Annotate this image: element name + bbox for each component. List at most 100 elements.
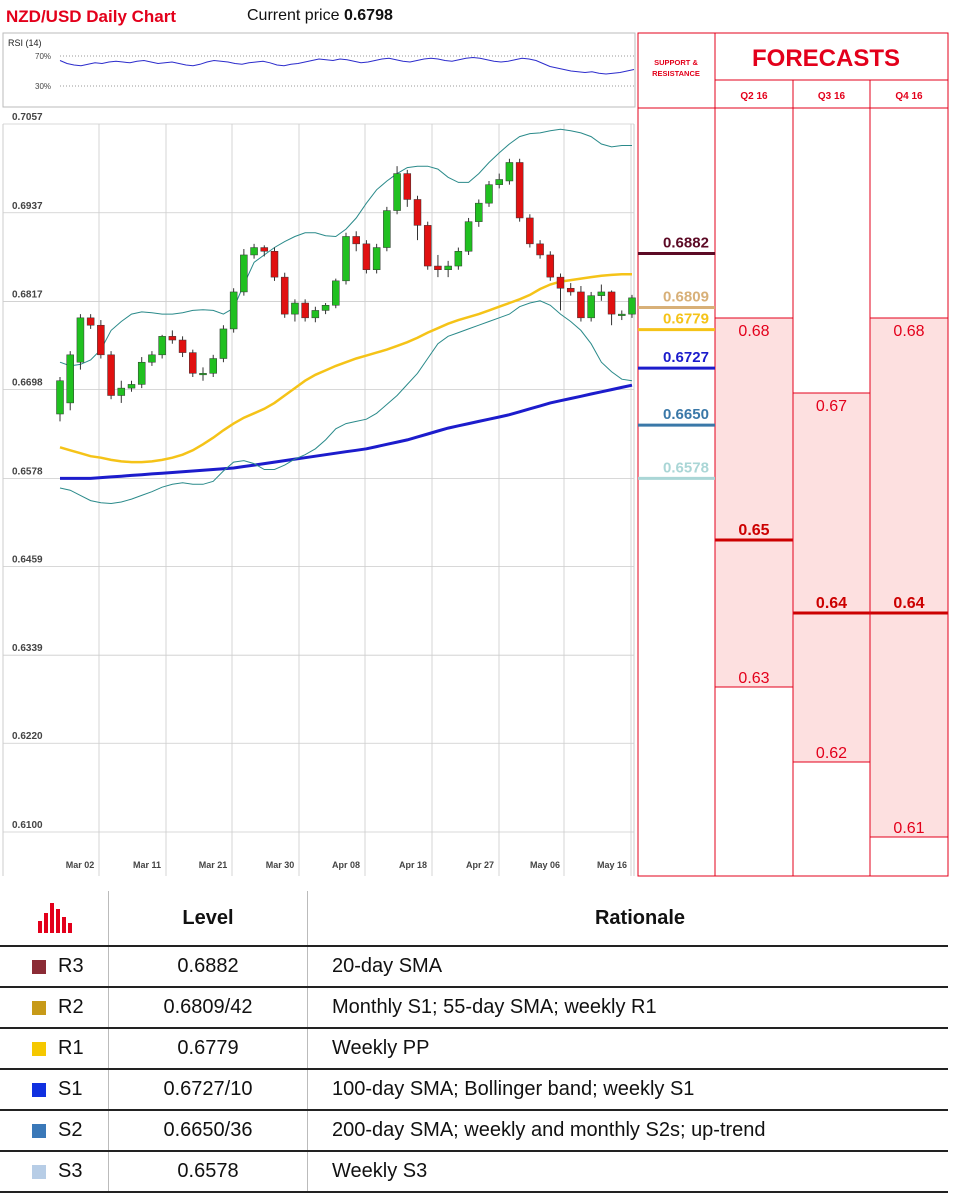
sr-label: 0.6578: [663, 459, 709, 476]
candle-down: [362, 243, 371, 270]
candle-down: [178, 339, 187, 353]
level-value: 0.6650/36: [108, 1110, 308, 1152]
candle-up: [291, 302, 299, 315]
candle-up: [618, 313, 626, 316]
level-color-swatch: [32, 1123, 46, 1138]
candle-up: [250, 247, 258, 256]
candle-down: [413, 199, 422, 226]
y-tick-label: 0.6339: [12, 643, 43, 654]
candle-up: [485, 184, 493, 204]
table-row: R3 0.6882 20-day SMA: [0, 946, 948, 988]
forecast-quarter-label: Q3 16: [818, 91, 846, 102]
y-tick-label: 0.6220: [12, 731, 43, 742]
candle-up: [56, 380, 64, 415]
forecast-high-label: 0.68: [738, 323, 769, 340]
header-rationale: Rationale: [307, 891, 948, 947]
y-tick-label: 0.7057: [12, 112, 43, 123]
candle-down: [434, 265, 442, 270]
candle-down: [107, 354, 115, 396]
forecast-ranges: [715, 317, 948, 838]
candle-up: [66, 354, 74, 404]
candle-up: [148, 354, 156, 363]
candle-up: [597, 291, 606, 296]
candle-up: [219, 328, 228, 359]
level-code: R3: [58, 955, 84, 978]
x-tick-label: Apr 27: [466, 860, 494, 870]
x-tick-label: Apr 18: [399, 860, 427, 870]
candle-up: [199, 373, 207, 376]
candle-up: [393, 173, 401, 211]
level-color-swatch: [32, 1164, 46, 1179]
price-panel: [3, 124, 635, 876]
forecast-labels: Q2 16 0.68 0.65 0.63 Q3 16 0.67 0.64 0.62 Q4 16 0…: [738, 91, 924, 837]
candle-up: [464, 221, 473, 252]
level-code: R1: [58, 1037, 84, 1060]
candle-down: [607, 291, 616, 315]
forecast-low-label: 0.63: [738, 670, 769, 687]
levels-table: Level Rationale R3 0.6882 20-day SMA R2 0.68…: [0, 891, 948, 1193]
forecast-mid-label: 0.64: [816, 595, 847, 612]
candle-down: [515, 162, 524, 219]
indicator-lines: [59, 128, 633, 505]
candle-up: [229, 291, 238, 330]
y-tick-label: 0.6937: [12, 201, 43, 212]
price-value: 0.6798: [343, 7, 393, 24]
level-code-cell: S2: [0, 1110, 109, 1152]
candle-down: [566, 287, 575, 293]
x-tick-label: May 06: [530, 860, 560, 870]
sr-label: 0.6809: [663, 288, 709, 305]
candle-down: [97, 324, 105, 356]
candle-up: [454, 250, 463, 267]
sr-header: SUPPORT & RESISTANCE: [652, 58, 700, 78]
level-rationale: 100-day SMA; Bollinger band; weekly S1: [307, 1069, 948, 1111]
header-level: Level: [108, 891, 308, 947]
current-price-label: Current price 0.6798: [247, 7, 393, 25]
candle-down: [270, 250, 279, 278]
candle-up: [137, 361, 146, 385]
candle-down: [301, 302, 309, 319]
forecast-low-label: 0.62: [816, 745, 847, 762]
forecast-low-label: 0.61: [893, 820, 924, 837]
candle-up: [587, 295, 595, 319]
table-header-row: Level Rationale: [0, 891, 948, 947]
candle-down: [577, 291, 585, 319]
level-color-swatch: [32, 1082, 46, 1097]
level-color-swatch: [32, 1000, 46, 1015]
forecast-mid-label: 0.65: [738, 522, 769, 539]
forecast-range: [870, 318, 948, 837]
candle-down: [280, 276, 289, 315]
y-axis-ticks: 0.7057 0.6937 0.6817 0.6698 0.6578 0.6459 0.63…: [12, 112, 43, 831]
level-value: 0.6578: [108, 1151, 308, 1193]
candle-down: [556, 276, 565, 289]
candle-down: [260, 247, 269, 252]
sr-label: 0.6650: [663, 406, 709, 423]
rsi-level-30: 30%: [35, 82, 51, 91]
candle-up: [332, 280, 340, 306]
candle-down: [423, 225, 432, 267]
candle-down: [536, 243, 544, 256]
candle-down: [526, 217, 534, 245]
candle-down: [189, 352, 197, 374]
indicator-line: [60, 383, 633, 480]
x-tick-label: May 16: [597, 860, 627, 870]
candle-down: [86, 317, 95, 326]
level-color-swatch: [32, 959, 46, 974]
level-code-cell: R3: [0, 946, 109, 988]
forecast-quarter-label: Q2 16: [740, 91, 768, 102]
indicator-line: [59, 300, 633, 505]
x-tick-label: Mar 30: [266, 860, 295, 870]
x-tick-label: Apr 08: [332, 860, 360, 870]
table-row: R1 0.6779 Weekly PP: [0, 1028, 948, 1070]
sr-label: 0.6727: [663, 349, 709, 366]
level-code-cell: S1: [0, 1069, 109, 1111]
level-rationale: Weekly PP: [307, 1028, 948, 1070]
forecast-range: [793, 393, 870, 762]
candle-up: [495, 179, 503, 185]
rsi-panel: RSI (14) 70% 30%: [2, 32, 636, 108]
candle-up: [505, 162, 514, 182]
forecast-high-label: 0.67: [816, 398, 847, 415]
level-value: 0.6882: [108, 946, 308, 988]
candle-up: [117, 387, 126, 396]
candle-up: [76, 317, 85, 363]
candle-down: [403, 173, 412, 200]
